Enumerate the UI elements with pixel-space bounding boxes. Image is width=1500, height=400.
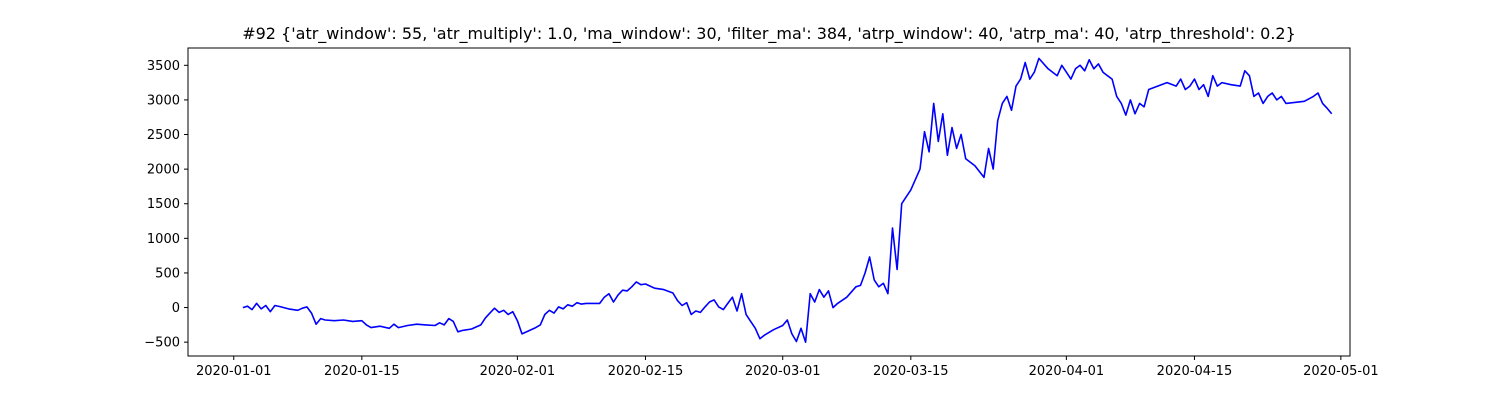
plot-frame xyxy=(187,47,1351,357)
y-axis: −500 0 500 1000 1500 2000 2500 3000 3500 xyxy=(144,59,188,351)
y-tick-label: 500 xyxy=(155,266,180,281)
y-tick-label: 2500 xyxy=(147,128,180,143)
y-tick-label: 2000 xyxy=(147,163,180,178)
x-tick-label: 2020-01-15 xyxy=(324,364,400,379)
x-tick-label: 2020-02-01 xyxy=(480,364,556,379)
x-tick-label: 2020-01-01 xyxy=(196,364,272,379)
x-tick-label: 2020-03-15 xyxy=(873,364,949,379)
chart-title: #92 {'atr_window': 55, 'atr_multiply': 1… xyxy=(242,24,1296,44)
y-tick-label: 0 xyxy=(172,301,180,316)
y-tick-label: 3500 xyxy=(147,59,180,74)
y-tick-label: 1500 xyxy=(147,197,180,212)
x-tick-label: 2020-03-01 xyxy=(745,364,821,379)
plot-area: 2020-01-01 2020-01-15 2020-02-01 2020-02-15… xyxy=(144,47,1379,379)
y-tick-label: 3000 xyxy=(147,93,180,108)
x-axis: 2020-01-01 2020-01-15 2020-02-01 2020-02-15… xyxy=(196,356,1379,379)
series-line xyxy=(242,57,1333,343)
y-tick-label: 1000 xyxy=(147,232,180,247)
x-tick-label: 2020-05-01 xyxy=(1303,364,1379,379)
x-tick-label: 2020-04-15 xyxy=(1157,364,1233,379)
y-tick-label: −500 xyxy=(144,336,180,351)
x-tick-label: 2020-02-15 xyxy=(608,364,684,379)
x-tick-label: 2020-04-01 xyxy=(1029,364,1105,379)
